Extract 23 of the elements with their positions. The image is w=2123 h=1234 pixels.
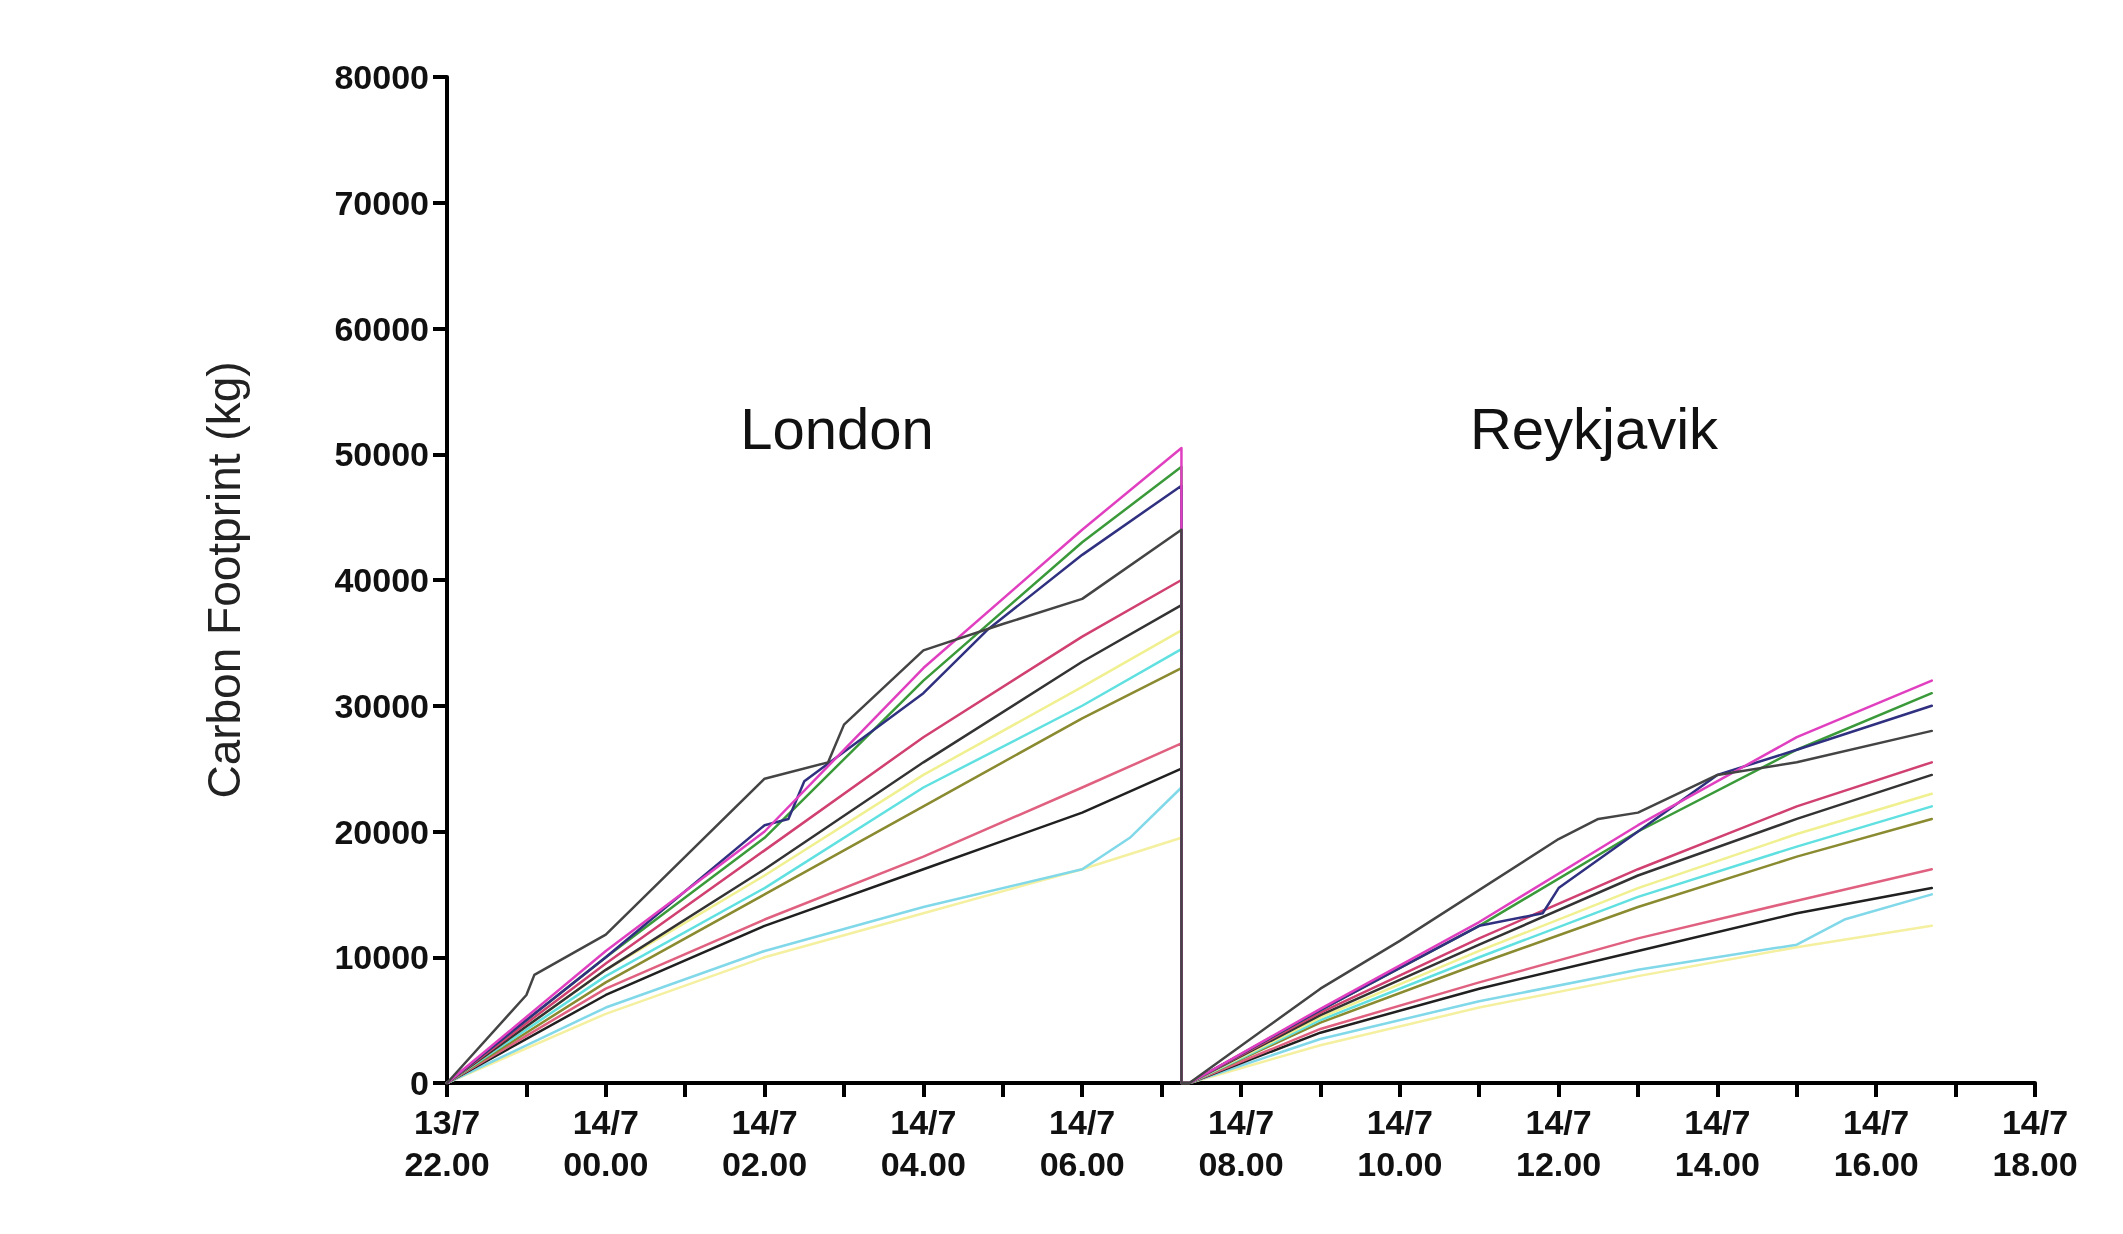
y-tick-label: 80000 xyxy=(334,58,429,96)
x-tick-label: 14/7 04.00 xyxy=(880,1103,966,1183)
x-tick-label: 14/7 14.00 xyxy=(1674,1103,1760,1183)
y-tick-label: 60000 xyxy=(334,309,429,348)
y-tick-label: 30000 xyxy=(334,686,429,725)
y-tick-label: 50000 xyxy=(334,435,429,474)
x-tick-label: 14/7 10.00 xyxy=(1357,1103,1443,1183)
x-tick-label: 14/7 12.00 xyxy=(1516,1103,1602,1183)
x-tick-label: 14/7 02.00 xyxy=(722,1103,808,1183)
y-tick-label: 40000 xyxy=(334,561,429,599)
x-tick-label: 14/7 06.00 xyxy=(1039,1103,1125,1183)
y-tick-label: 0 xyxy=(410,1064,429,1102)
x-tick-label: 14/7 18.00 xyxy=(1992,1103,2078,1183)
annotation: Reykjavik xyxy=(1469,395,1720,461)
x-tick-label: 14/7 08.00 xyxy=(1198,1103,1284,1183)
annotation: London xyxy=(740,395,934,461)
x-tick-label: 13/7 22.00 xyxy=(404,1103,490,1183)
y-tick-label: 10000 xyxy=(334,938,429,977)
y-axis-title: Carbon Footprint (kg) xyxy=(198,361,250,799)
x-tick-label: 14/7 16.00 xyxy=(1833,1103,1919,1183)
y-tick-label: 70000 xyxy=(334,183,429,222)
x-tick-label: 14/7 00.00 xyxy=(563,1103,649,1183)
y-tick-label: 20000 xyxy=(334,812,429,851)
